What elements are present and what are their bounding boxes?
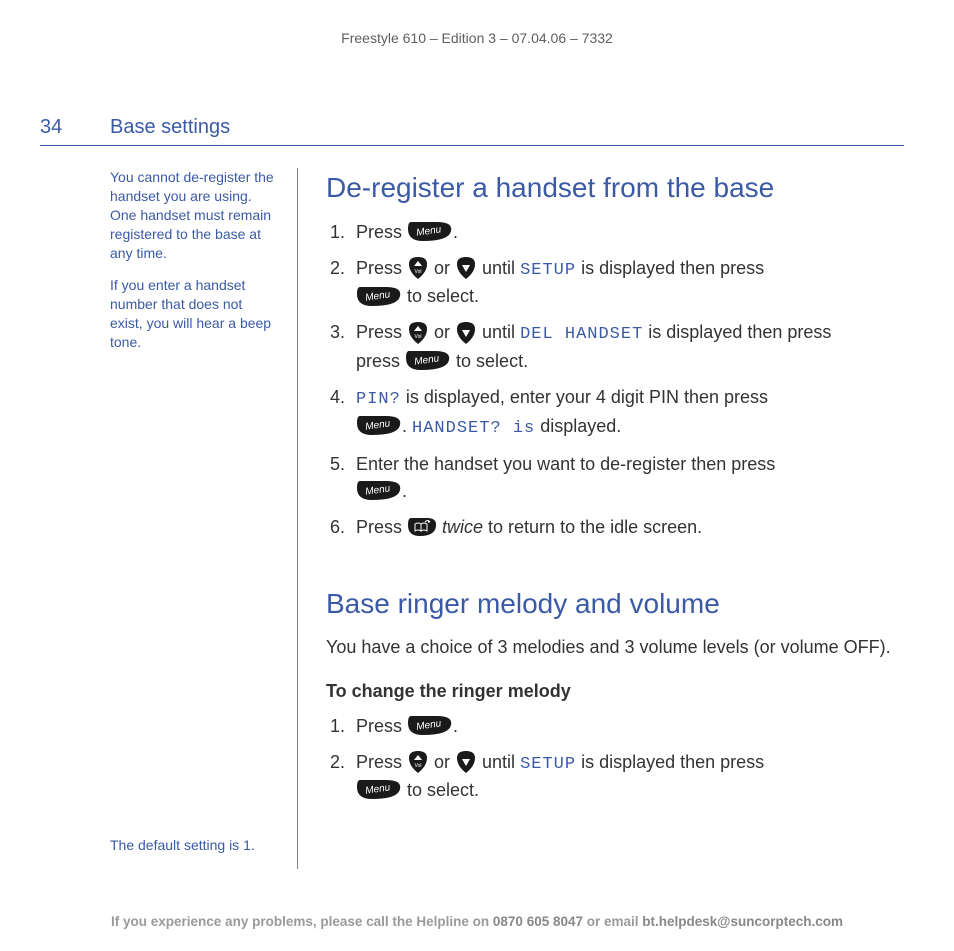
page-number: 34 <box>40 116 110 139</box>
steps-list-deregister: Press . Press or until SETUP is displaye… <box>326 219 904 540</box>
step: Press or until SETUP is displayed then p… <box>350 255 904 310</box>
sidebar-notes: You cannot de-register the handset you a… <box>50 168 298 869</box>
phonebook-key-icon <box>407 516 437 538</box>
steps-list-ringer: Press . Press or until SETUP is displaye… <box>326 713 904 804</box>
footer-helpline: If you experience any problems, please c… <box>0 914 954 929</box>
menu-key-icon <box>356 286 402 308</box>
paragraph: You have a choice of 3 melodies and 3 vo… <box>326 634 904 660</box>
helpline-phone: 0870 605 8047 <box>493 914 583 929</box>
down-key-icon <box>455 256 477 280</box>
step: PIN? is displayed, enter your 4 digit PI… <box>350 384 904 441</box>
lcd-text: PIN? <box>356 390 401 409</box>
lcd-text: SETUP <box>520 755 576 774</box>
menu-key-icon <box>356 779 402 801</box>
subheading-bold: To change the ringer melody <box>326 678 904 704</box>
up-key-icon <box>407 750 429 774</box>
document-header: Freestyle 610 – Edition 3 – 07.04.06 – 7… <box>50 30 904 46</box>
step: Press or until DEL HANDSET is displayed … <box>350 319 904 374</box>
down-key-icon <box>455 321 477 345</box>
menu-key-icon <box>407 221 453 243</box>
up-key-icon <box>407 256 429 280</box>
sidebar-note: If you enter a handset number that does … <box>110 276 277 352</box>
heading-deregister: De-register a handset from the base <box>326 168 904 209</box>
section-header-row: 34 Base settings <box>40 116 904 146</box>
step: Enter the handset you want to de-registe… <box>350 451 904 503</box>
menu-key-icon <box>407 715 453 737</box>
step: Press twice to return to the idle screen… <box>350 514 904 540</box>
lcd-text: ? is <box>490 419 535 438</box>
up-key-icon <box>407 321 429 345</box>
sidebar-note: You cannot de-register the handset you a… <box>110 168 277 262</box>
heading-ringer: Base ringer melody and volume <box>326 584 904 625</box>
step: Press . <box>350 713 904 739</box>
section-title: Base settings <box>110 116 230 139</box>
step: Press or until SETUP is displayed then p… <box>350 749 904 804</box>
menu-key-icon <box>356 415 402 437</box>
down-key-icon <box>455 750 477 774</box>
menu-key-icon <box>356 480 402 502</box>
step: Press . <box>350 219 904 245</box>
helpline-email: bt.helpdesk@suncorptech.com <box>642 914 843 929</box>
italic-text: twice <box>437 517 483 537</box>
lcd-text: SETUP <box>520 261 576 280</box>
lcd-text: HANDSET <box>412 419 490 438</box>
lcd-text: DEL HANDSET <box>520 325 643 344</box>
menu-key-icon <box>405 350 451 372</box>
sidebar-note: The default setting is 1. <box>110 836 277 855</box>
main-content: De-register a handset from the base Pres… <box>298 168 904 833</box>
